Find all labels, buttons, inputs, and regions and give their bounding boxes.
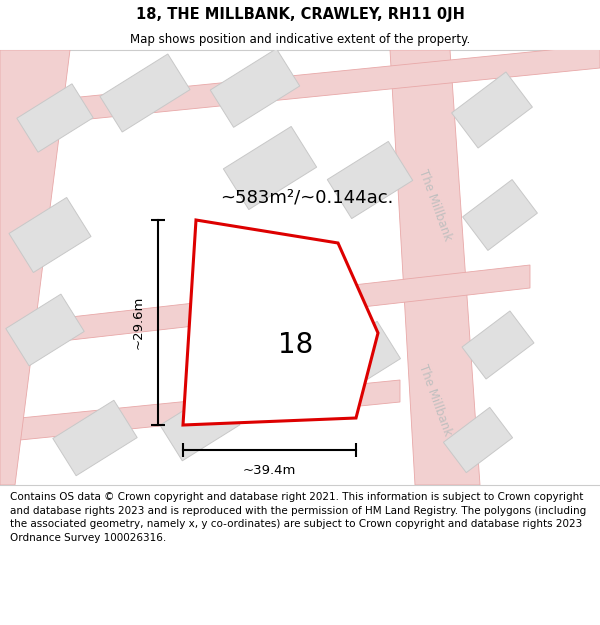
Polygon shape (17, 84, 93, 152)
Polygon shape (390, 50, 480, 485)
Polygon shape (210, 49, 300, 128)
Polygon shape (443, 408, 512, 472)
Polygon shape (160, 389, 240, 461)
Polygon shape (6, 294, 84, 366)
Polygon shape (53, 400, 137, 476)
Text: 18: 18 (278, 331, 314, 359)
Polygon shape (327, 141, 413, 219)
Text: ~29.6m: ~29.6m (131, 296, 145, 349)
Text: The Millbank: The Millbank (416, 168, 454, 242)
Text: The Millbank: The Millbank (416, 362, 454, 438)
Polygon shape (223, 126, 317, 209)
Polygon shape (0, 45, 600, 128)
Polygon shape (183, 220, 378, 425)
Polygon shape (215, 326, 304, 404)
Polygon shape (320, 321, 400, 394)
Polygon shape (452, 72, 532, 148)
Polygon shape (9, 198, 91, 272)
Text: Map shows position and indicative extent of the property.: Map shows position and indicative extent… (130, 32, 470, 46)
Text: 18, THE MILLBANK, CRAWLEY, RH11 0JH: 18, THE MILLBANK, CRAWLEY, RH11 0JH (136, 8, 464, 22)
Polygon shape (463, 179, 538, 251)
Text: Contains OS data © Crown copyright and database right 2021. This information is : Contains OS data © Crown copyright and d… (10, 492, 586, 542)
Text: ~39.4m: ~39.4m (243, 464, 296, 476)
Polygon shape (0, 265, 530, 348)
Polygon shape (100, 54, 190, 132)
Text: ~583m²/~0.144ac.: ~583m²/~0.144ac. (220, 189, 394, 207)
Polygon shape (0, 380, 400, 442)
Polygon shape (0, 50, 70, 485)
Polygon shape (462, 311, 534, 379)
